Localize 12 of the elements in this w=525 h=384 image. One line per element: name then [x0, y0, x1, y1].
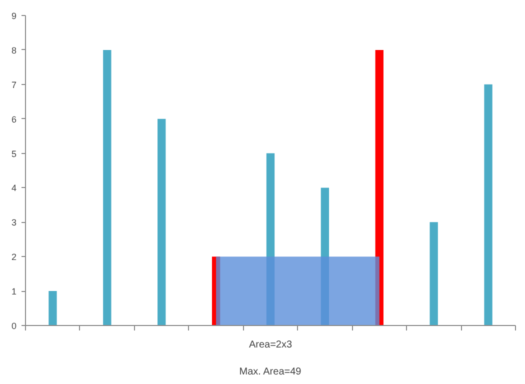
y-tick-label: 8	[11, 45, 17, 56]
y-tick-label: 3	[11, 218, 17, 228]
y-tick-label: 6	[11, 114, 17, 124]
text: Area=2x3	[248, 340, 292, 350]
y-tick-label: 2	[11, 252, 17, 262]
y-tick-label: 7	[11, 80, 17, 90]
text: Max. Area=49	[239, 366, 302, 378]
y-tick-label: 5	[11, 148, 17, 159]
y-tick-label: 0	[11, 321, 17, 331]
y-tick-label: 9	[11, 11, 17, 21]
y-tick-label: 4	[11, 183, 17, 194]
y-tick-label: 1	[11, 286, 17, 297]
